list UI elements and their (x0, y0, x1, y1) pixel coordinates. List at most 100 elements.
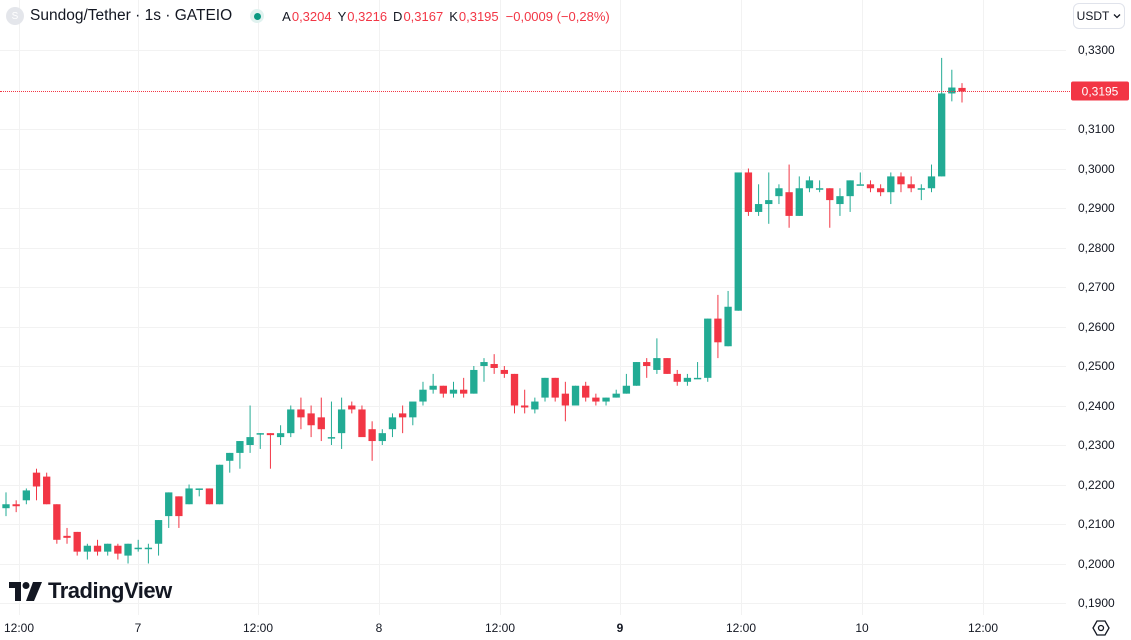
close-value: 0,3195 (458, 8, 499, 24)
tradingview-logo-text: TradingView (48, 578, 172, 603)
candle (348, 405, 356, 410)
candle (419, 389, 427, 402)
candle (805, 180, 814, 189)
candle (866, 184, 875, 189)
price-tick-label: 0,2600 (1078, 319, 1115, 334)
candle (704, 318, 712, 378)
candle (541, 377, 549, 398)
candle (175, 496, 183, 517)
close-label: K (449, 8, 458, 24)
tradingview-logo-icon (9, 581, 42, 601)
grid-line-horizontal (0, 208, 1066, 209)
candle (795, 188, 803, 216)
candle (73, 531, 81, 552)
candle (622, 385, 631, 394)
candle (927, 176, 936, 189)
candle (490, 364, 498, 368)
candle (368, 429, 376, 442)
candle (826, 188, 834, 201)
symbol-title[interactable]: Sundog/Tether · 1s · GATEIO (30, 7, 233, 24)
candle (154, 520, 163, 544)
change-value: −0,0009 (−0,28%) (505, 8, 610, 24)
candlestick-series (2, 57, 966, 564)
grid-line-horizontal (0, 524, 1066, 525)
grid-line-horizontal (0, 603, 1066, 604)
price-tick-label: 0,2900 (1078, 201, 1115, 215)
candle (43, 476, 51, 505)
time-tick-label: 12:00 (725, 621, 757, 635)
time-tick-label: 12:00 (484, 621, 516, 635)
grid-line-horizontal (0, 247, 1066, 249)
candle (663, 358, 671, 374)
time-tick-label: 8 (375, 621, 383, 635)
tradingview-logo[interactable]: TradingView (9, 578, 172, 604)
candle (266, 433, 275, 436)
candle (480, 362, 488, 366)
candle (500, 369, 509, 374)
candle (937, 93, 946, 177)
price-tick-label: 0,3100 (1078, 122, 1115, 136)
grid-line-horizontal (0, 287, 1066, 288)
price-tick-label: 0,2000 (1078, 556, 1115, 571)
candle (32, 472, 41, 487)
chart-legend: S Sundog/Tether · 1s · GATEIO A0,3204 Y0… (6, 4, 610, 28)
candle (653, 358, 661, 370)
candle (429, 385, 437, 390)
ohlc-values: A0,3204 Y0,3216 D0,3167 K0,3195 −0,0009 … (282, 9, 610, 24)
candle (215, 464, 224, 505)
chevron-down-icon (1113, 14, 1121, 19)
price-tick-label: 0,2100 (1078, 517, 1115, 531)
grid-line-horizontal (0, 366, 1066, 367)
time-tick-label: 10 (855, 621, 869, 635)
candle (561, 393, 570, 406)
candle (754, 204, 763, 212)
price-tick-label: 0,2700 (1078, 280, 1115, 294)
candle (256, 433, 264, 435)
candle (470, 369, 478, 394)
candle (124, 543, 132, 556)
time-tick-label: 12:00 (3, 621, 35, 635)
price-tick-label: 0,2500 (1078, 359, 1115, 373)
grid-line-horizontal (0, 484, 1066, 486)
candle (917, 188, 925, 190)
candle (439, 385, 447, 394)
candle (744, 172, 753, 212)
candle (714, 318, 722, 343)
price-axis[interactable]: 0,3300 0,3100 0,3000 0,2900 0,2800 0,2700 0,26… (1066, 0, 1131, 615)
currency-selector[interactable]: USDT (1073, 3, 1125, 29)
time-axis[interactable]: 12:00 7 12:00 8 12:00 9 12:00 10 12:00 (0, 615, 1131, 640)
candle (226, 452, 234, 461)
candle (114, 545, 122, 554)
chart-plot-area[interactable] (0, 0, 1066, 615)
candle (643, 362, 651, 366)
candle (93, 545, 102, 552)
grid-line-horizontal (0, 50, 1066, 51)
market-status-icon[interactable] (250, 9, 265, 23)
grid-line-horizontal (0, 326, 1066, 328)
high-value: 0,3216 (347, 8, 388, 24)
grid-line-horizontal (0, 563, 1066, 565)
candle (378, 433, 386, 442)
grid-line-vertical (500, 0, 501, 615)
candle (765, 200, 773, 205)
candle (592, 397, 600, 402)
candle (632, 362, 641, 386)
candle (337, 409, 346, 434)
time-tick-label: 12:00 (967, 621, 999, 635)
candle (358, 409, 366, 438)
candle (510, 373, 519, 406)
candle (388, 417, 397, 430)
candle (734, 172, 742, 311)
candle (876, 188, 885, 193)
candle (83, 545, 92, 552)
candle (571, 385, 580, 406)
price-tick-label: 0,2400 (1078, 398, 1115, 413)
candle (907, 184, 915, 189)
candle (2, 504, 10, 509)
settings-hexagon-icon[interactable] (1092, 619, 1110, 637)
candle (673, 373, 681, 382)
candle (887, 176, 895, 193)
candle (815, 188, 824, 190)
candle (195, 488, 203, 490)
